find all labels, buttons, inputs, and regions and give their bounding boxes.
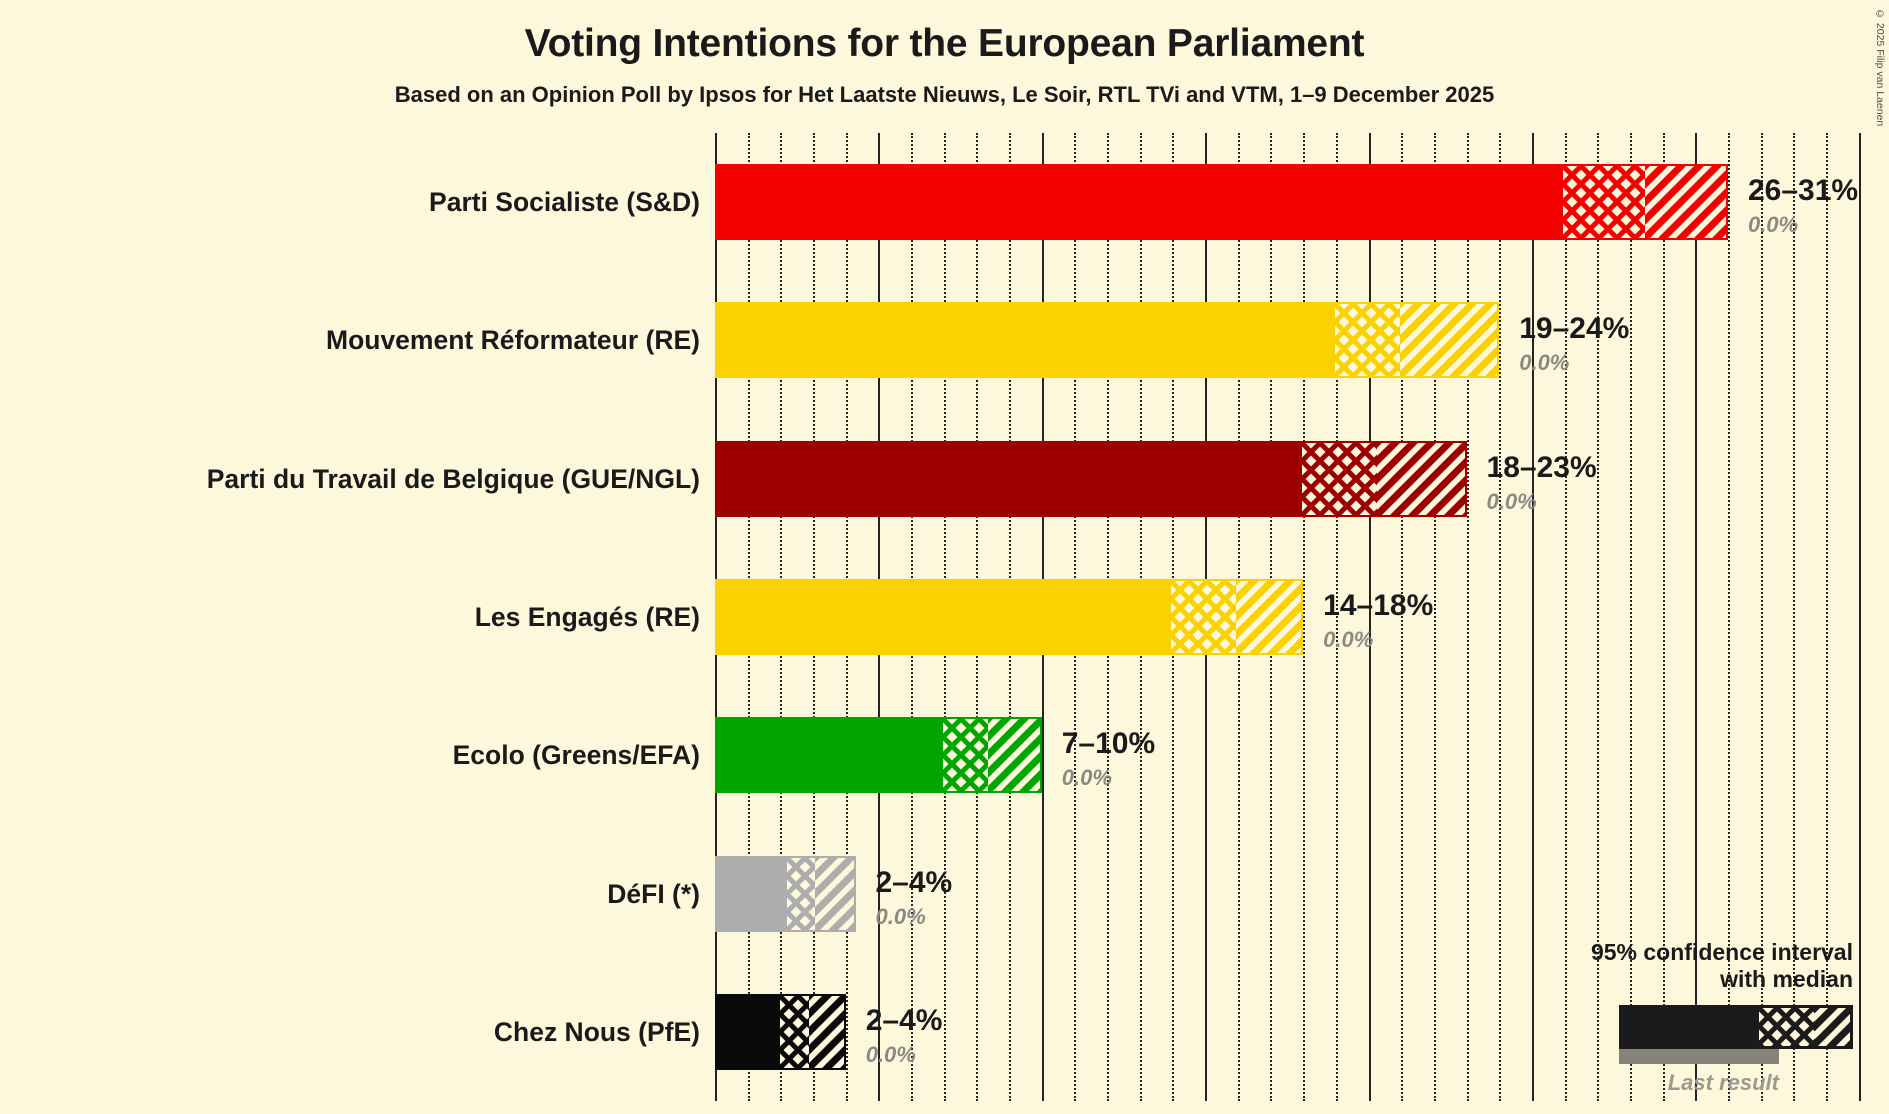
bar-segment-crosshatch bbox=[786, 857, 816, 930]
bar-last-result: 0.0% bbox=[1486, 488, 1537, 514]
bar-value-range: 19–24% bbox=[1519, 312, 1630, 346]
bar-last-result: 0.0% bbox=[1061, 765, 1112, 791]
bar-last-result: 0.0% bbox=[875, 903, 926, 929]
bar-row[interactable] bbox=[715, 579, 1875, 655]
chart-subtitle: Based on an Opinion Poll by Ipsos for He… bbox=[394, 82, 1495, 107]
confidence-interval-bar bbox=[715, 993, 846, 1070]
bar-segment-diagonal bbox=[1399, 304, 1498, 377]
bar-last-result: 0.0% bbox=[1519, 350, 1570, 376]
legend-last-result-swatch bbox=[1619, 1049, 1779, 1064]
confidence-interval-bar bbox=[715, 855, 856, 932]
bar-segment-crosshatch bbox=[942, 719, 989, 792]
legend-title: 95% confidence interval with median bbox=[1533, 939, 1853, 993]
chart-legend: 95% confidence interval with median Last… bbox=[1533, 939, 1853, 1096]
confidence-interval-bar bbox=[715, 717, 1042, 794]
bar-segment-crosshatch bbox=[1563, 166, 1645, 239]
bar-segment-diagonal bbox=[988, 719, 1040, 792]
bar-segment-solid bbox=[717, 857, 787, 930]
confidence-interval-bar bbox=[715, 440, 1467, 517]
bar-label: Parti Socialiste (S&D) bbox=[429, 187, 700, 218]
bar-label: Les Engagés (RE) bbox=[474, 602, 700, 632]
bar-row[interactable] bbox=[715, 717, 1875, 794]
bar-segment-crosshatch bbox=[1334, 304, 1400, 377]
gridline-minor bbox=[1760, 133, 1763, 1101]
bar-last-result: 0.0% bbox=[865, 1041, 916, 1067]
gridline-minor bbox=[1499, 133, 1502, 1101]
bar-last-result: 0.0% bbox=[1747, 212, 1799, 238]
bar-value-range: 2–4% bbox=[865, 1003, 943, 1037]
legend-title-line1: 95% confidence interval bbox=[1590, 938, 1853, 965]
copyright-notice: © 2025 Filip van Laenen bbox=[1874, 8, 1886, 127]
bar-label: Ecolo (Greens/EFA) bbox=[452, 740, 700, 771]
bar-segment-crosshatch bbox=[1302, 442, 1377, 515]
bar-segment-diagonal bbox=[1376, 442, 1465, 515]
legend-segment-solid bbox=[1622, 1008, 1759, 1046]
confidence-interval-bar bbox=[715, 164, 1728, 241]
bar-segment-solid bbox=[717, 995, 781, 1068]
bar-segment-solid bbox=[717, 581, 1172, 653]
bar-segment-solid bbox=[717, 304, 1335, 377]
gridline-major bbox=[1695, 133, 1698, 1101]
bar-segment-crosshatch bbox=[780, 995, 809, 1068]
bar-row[interactable] bbox=[715, 440, 1875, 517]
gridline-minor bbox=[1433, 133, 1436, 1101]
bar-row[interactable] bbox=[715, 855, 1875, 932]
gridline-minor bbox=[1662, 133, 1665, 1101]
gridline-minor bbox=[1727, 133, 1730, 1101]
bar-value-range: 2–4% bbox=[875, 865, 953, 899]
bar-segment-diagonal bbox=[808, 995, 844, 1068]
bar-row[interactable] bbox=[715, 164, 1875, 241]
bar-value-range: 14–18% bbox=[1323, 589, 1434, 622]
bar-value-range: 18–23% bbox=[1486, 450, 1597, 484]
bar-label: Parti du Travail de Belgique (GUE/NGL) bbox=[206, 463, 700, 494]
page-title: Voting Intentions for the European Parli… bbox=[524, 22, 1365, 65]
legend-segment-diagonal bbox=[1814, 1008, 1850, 1046]
confidence-interval-bar bbox=[715, 302, 1500, 379]
bar-label: DéFI (*) bbox=[607, 878, 700, 909]
bar-segment-crosshatch bbox=[1171, 581, 1237, 653]
bar-row[interactable] bbox=[715, 302, 1875, 379]
gridline-minor bbox=[1466, 133, 1469, 1101]
gridline-minor bbox=[1793, 133, 1796, 1101]
bar-value-range: 7–10% bbox=[1061, 727, 1156, 761]
bar-segment-solid bbox=[717, 719, 943, 792]
gridline-major bbox=[1368, 133, 1371, 1101]
gridline-minor bbox=[1335, 133, 1338, 1101]
chart-plot-area bbox=[715, 133, 1875, 1101]
gridline-major bbox=[1858, 133, 1861, 1101]
bar-segment-diagonal bbox=[1236, 581, 1302, 653]
gridline-minor bbox=[1629, 133, 1632, 1101]
bar-label: Mouvement Réformateur (RE) bbox=[326, 325, 700, 356]
gridline-minor bbox=[1825, 133, 1828, 1101]
legend-title-line2: with median bbox=[1720, 965, 1853, 992]
bar-last-result: 0.0% bbox=[1323, 627, 1374, 652]
gridline-minor bbox=[1597, 133, 1600, 1101]
bar-label: Chez Nous (PfE) bbox=[493, 1016, 700, 1047]
confidence-interval-bar bbox=[715, 579, 1304, 655]
bar-value-range: 26–31% bbox=[1747, 174, 1859, 208]
bar-segment-diagonal bbox=[1644, 166, 1726, 239]
bar-segment-solid bbox=[717, 166, 1564, 239]
legend-segment-crosshatch bbox=[1758, 1008, 1815, 1046]
bar-segment-solid bbox=[717, 442, 1303, 515]
gridline-minor bbox=[1401, 133, 1404, 1101]
bar-row[interactable] bbox=[715, 993, 1875, 1070]
bar-segment-diagonal bbox=[815, 857, 854, 930]
gridline-minor bbox=[1564, 133, 1567, 1101]
legend-last-result-label: Last result bbox=[1667, 1070, 1779, 1095]
gridline-minor bbox=[1303, 133, 1306, 1101]
gridline-major bbox=[1531, 133, 1534, 1101]
legend-swatch bbox=[1619, 1005, 1853, 1049]
